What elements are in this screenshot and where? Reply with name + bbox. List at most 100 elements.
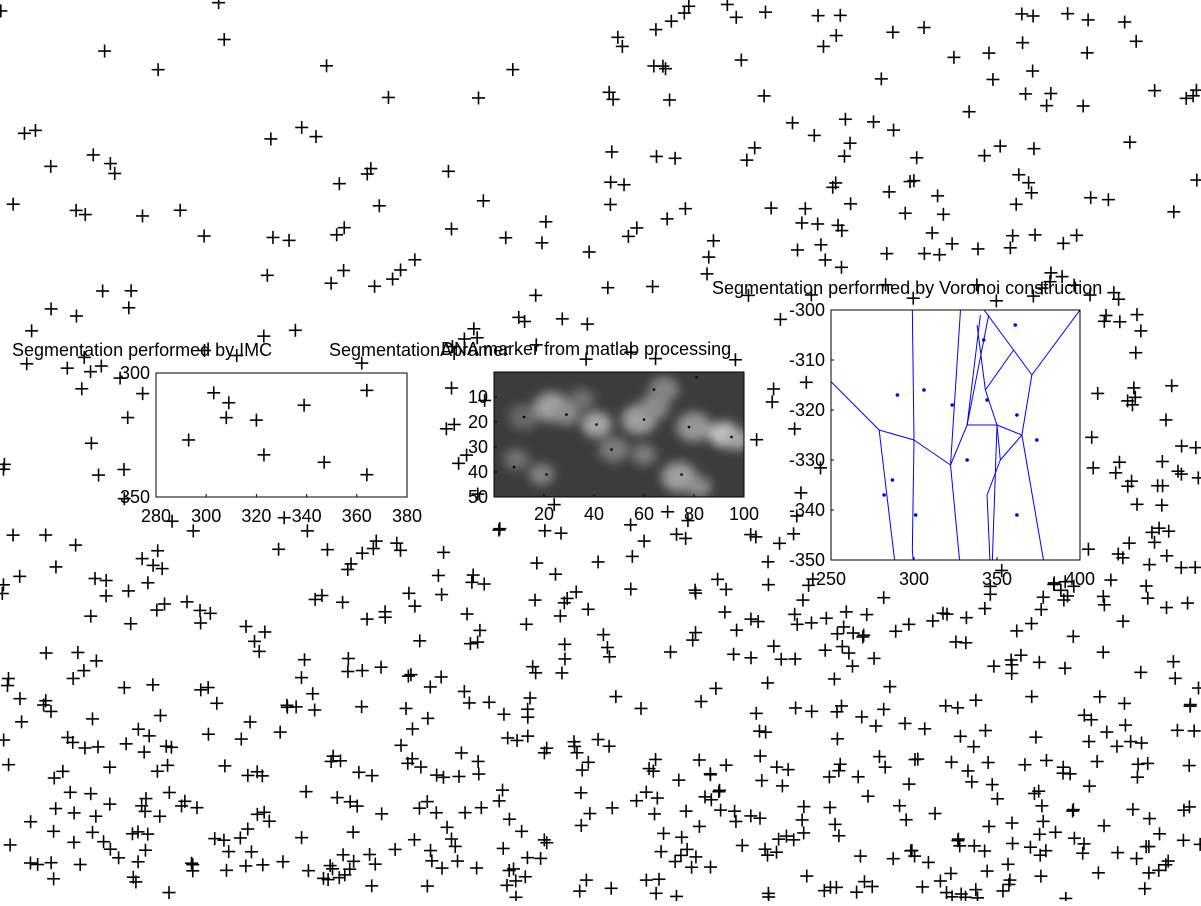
background-cross-marker	[155, 562, 169, 576]
background-cross-marker	[1015, 7, 1029, 21]
background-cross-marker	[795, 216, 809, 230]
imc-cell-marker	[360, 383, 374, 397]
background-cross-marker	[0, 578, 10, 592]
background-cross-marker	[856, 630, 870, 644]
background-cross-marker	[77, 664, 91, 678]
background-cross-marker	[993, 139, 1007, 153]
background-cross-marker	[807, 128, 821, 142]
background-cross-marker	[1080, 46, 1094, 60]
background-cross-marker	[581, 602, 595, 616]
heatmap-cell-center	[565, 413, 568, 416]
background-cross-marker	[13, 569, 27, 583]
background-cross-marker	[679, 531, 693, 545]
background-cross-marker	[816, 39, 830, 53]
background-cross-marker	[28, 123, 42, 137]
background-cross-marker	[332, 871, 346, 885]
background-cross-marker	[886, 852, 900, 866]
background-cross-marker	[1186, 89, 1200, 103]
background-cross-marker	[164, 740, 178, 754]
background-cross-marker	[579, 873, 593, 887]
background-cross-marker	[835, 224, 849, 238]
voronoi-edge	[950, 424, 968, 466]
background-cross-marker	[526, 660, 540, 674]
background-cross-marker	[1116, 551, 1130, 565]
background-cross-marker	[936, 606, 950, 620]
voronoi-edge	[986, 494, 991, 560]
y-tick-label: -310	[789, 350, 825, 370]
background-cross-marker	[47, 872, 61, 886]
background-cross-marker	[1081, 13, 1095, 27]
x-tick-label: 60	[634, 504, 654, 524]
background-cross-marker	[1086, 461, 1100, 475]
background-cross-marker	[1044, 266, 1058, 280]
background-cross-marker	[918, 722, 932, 736]
voronoi-plot-ticks: 250 300 350 400 -350 -340 -330 -320 -310 -300	[789, 300, 1095, 589]
voronoi-edge	[986, 459, 1001, 496]
background-cross-marker	[471, 487, 485, 501]
background-cross-marker	[1141, 756, 1155, 770]
background-cross-marker	[971, 242, 985, 256]
background-cross-marker	[1076, 846, 1090, 860]
background-cross-marker	[470, 861, 484, 875]
background-cross-marker	[15, 715, 29, 729]
voronoi-edge	[879, 429, 915, 441]
background-cross-marker	[679, 804, 693, 818]
background-cross-marker	[785, 116, 799, 130]
background-cross-marker	[681, 514, 695, 528]
background-cross-marker	[788, 607, 802, 621]
background-cross-marker	[1028, 228, 1042, 242]
background-cross-marker	[648, 807, 662, 821]
background-cross-marker	[908, 753, 922, 767]
background-cross-marker	[260, 268, 274, 282]
background-cross-marker	[39, 528, 53, 542]
background-cross-marker	[661, 505, 675, 519]
background-cross-marker	[119, 737, 133, 751]
background-cross-marker	[749, 706, 763, 720]
background-cross-marker	[1183, 698, 1197, 712]
background-cross-marker	[341, 562, 355, 576]
background-cross-marker	[823, 880, 837, 894]
background-cross-marker	[1085, 430, 1099, 444]
background-cross-marker	[478, 393, 492, 407]
background-cross-marker	[250, 807, 264, 821]
background-cross-marker	[394, 263, 408, 277]
background-cross-marker	[1058, 575, 1072, 589]
background-cross-marker	[1189, 441, 1201, 455]
background-cross-marker	[326, 749, 340, 763]
background-cross-marker	[857, 628, 871, 642]
background-cross-marker	[301, 864, 315, 878]
background-cross-marker	[915, 880, 929, 894]
background-cross-marker	[1055, 270, 1069, 284]
background-cross-marker	[84, 787, 98, 801]
background-cross-marker	[99, 589, 113, 603]
background-cross-marker	[569, 585, 583, 599]
background-cross-marker	[650, 791, 664, 805]
background-cross-marker	[986, 72, 1000, 86]
x-tick-label: 360	[342, 506, 372, 526]
background-cross-marker	[758, 842, 772, 856]
background-cross-marker	[1181, 596, 1195, 610]
background-cross-marker	[129, 875, 143, 889]
background-cross-marker	[388, 842, 402, 856]
background-cross-marker	[869, 719, 883, 733]
background-cross-marker	[256, 858, 270, 872]
background-cross-marker	[761, 555, 775, 569]
background-cross-marker	[857, 875, 871, 889]
x-tick-label: 300	[899, 569, 929, 589]
background-cross-marker	[360, 167, 374, 181]
background-cross-marker	[714, 803, 728, 817]
background-cross-marker	[965, 775, 979, 789]
background-cross-marker	[1083, 288, 1097, 302]
background-cross-marker	[987, 659, 1001, 673]
background-cross-marker	[434, 670, 448, 684]
background-cross-marker	[138, 804, 152, 818]
background-cross-marker	[117, 462, 131, 476]
background-cross-marker	[458, 806, 472, 820]
background-cross-marker	[47, 771, 61, 785]
background-cross-marker	[67, 835, 81, 849]
background-cross-marker	[219, 863, 233, 877]
background-cross-marker	[375, 807, 389, 821]
background-cross-marker	[476, 194, 490, 208]
background-cross-marker	[1179, 91, 1193, 105]
background-cross-marker	[184, 856, 198, 870]
